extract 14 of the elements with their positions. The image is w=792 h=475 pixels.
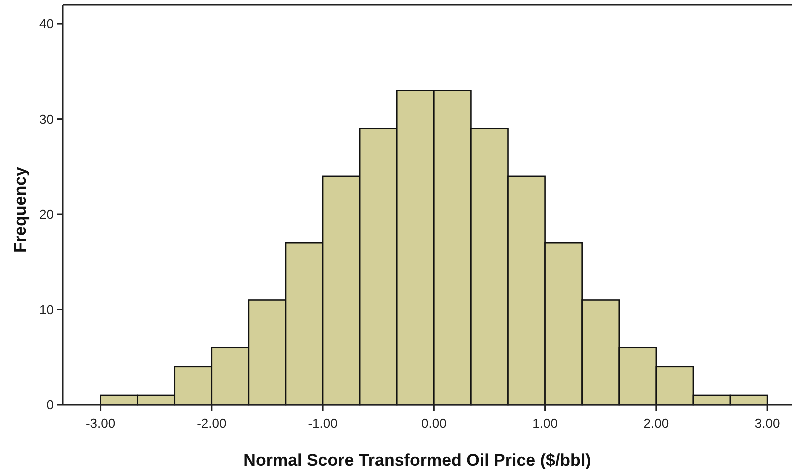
x-tick-label: 2.00 [644,416,670,431]
y-tick-label: 0 [46,398,54,413]
y-tick-label: 40 [40,16,54,32]
x-tick-label: -1.00 [308,416,338,431]
x-tick-label: -2.00 [197,416,227,431]
x-axis-title: Normal Score Transformed Oil Price ($/bbl) [244,451,592,470]
x-tick-label: 1.00 [532,416,558,431]
x-tick-label: -3.00 [86,416,116,431]
x-tick-label: 3.00 [754,416,780,431]
y-axis-title: Frequency [11,166,30,253]
y-tick-label: 20 [40,207,54,222]
y-tick-label: 30 [40,112,54,127]
x-tick-label: 0.00 [422,416,447,431]
y-tick-label: 10 [40,302,54,318]
